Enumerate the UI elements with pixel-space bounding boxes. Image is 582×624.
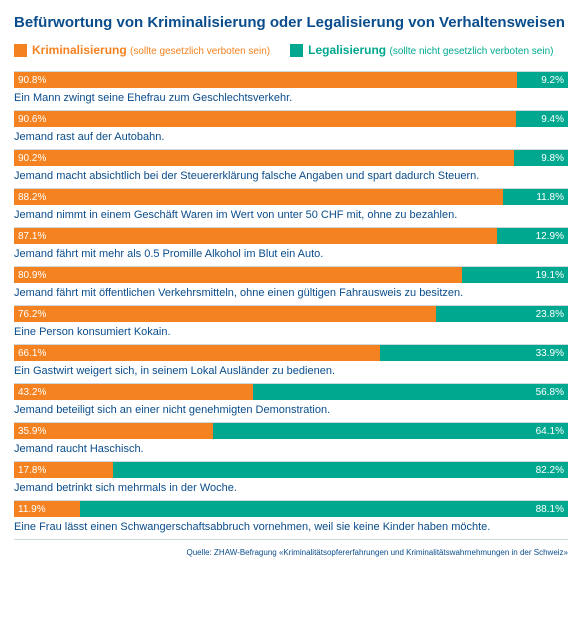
row-description: Jemand beteiligt sich an einer nicht gen… xyxy=(14,404,568,416)
bar-segment-criminal: 76.2% xyxy=(14,306,436,322)
bar-segment-criminal: 35.9% xyxy=(14,423,213,439)
chart-row: 35.9%64.1% Jemand raucht Haschisch. xyxy=(14,423,568,455)
bar-segment-legal: 9.4% xyxy=(516,111,568,127)
legend-sub-criminal: (sollte gesetzlich verboten sein) xyxy=(130,46,270,57)
bar: 35.9%64.1% xyxy=(14,423,568,439)
legend-swatch-criminal xyxy=(14,44,27,57)
chart-row: 11.9%88.1% Eine Frau lässt einen Schwange… xyxy=(14,501,568,533)
legend-label-criminal: Kriminalisierung xyxy=(32,43,127,57)
chart-row: 87.1%12.9% Jemand fährt mit mehr als 0.5 … xyxy=(14,228,568,260)
bar: 43.2%56.8% xyxy=(14,384,568,400)
chart-row: 90.8%9.2% Ein Mann zwingt seine Ehefrau z… xyxy=(14,72,568,104)
bar-segment-criminal: 90.6% xyxy=(14,111,516,127)
bar: 88.2%11.8% xyxy=(14,189,568,205)
row-description: Jemand rast auf der Autobahn. xyxy=(14,131,568,143)
legend: Kriminalisierung (sollte gesetzlich verb… xyxy=(14,43,568,57)
bar-segment-legal: 56.8% xyxy=(253,384,568,400)
bar: 87.1%12.9% xyxy=(14,228,568,244)
bar-segment-legal: 33.9% xyxy=(380,345,568,361)
chart-title: Befürwortung von Kriminalisierung oder L… xyxy=(14,14,568,31)
bar-segment-criminal: 17.8% xyxy=(14,462,113,478)
bar-segment-criminal: 88.2% xyxy=(14,189,503,205)
chart-row: 76.2%23.8% Eine Person konsumiert Kokain. xyxy=(14,306,568,338)
bar-segment-criminal: 43.2% xyxy=(14,384,253,400)
bar-segment-legal: 82.2% xyxy=(113,462,568,478)
chart-row: 90.2%9.8% Jemand macht absichtlich bei de… xyxy=(14,150,568,182)
bar: 76.2%23.8% xyxy=(14,306,568,322)
bar: 66.1%33.9% xyxy=(14,345,568,361)
chart-row: 80.9%19.1% Jemand fährt mit öffentlichen … xyxy=(14,267,568,299)
bar-segment-legal: 9.8% xyxy=(514,150,568,166)
row-description: Eine Frau lässt einen Schwangerschaftsab… xyxy=(14,521,568,533)
chart-row: 88.2%11.8% Jemand nimmt in einem Geschäft… xyxy=(14,189,568,221)
row-description: Jemand betrinkt sich mehrmals in der Woc… xyxy=(14,482,568,494)
bar-segment-criminal: 90.2% xyxy=(14,150,514,166)
bar-segment-criminal: 87.1% xyxy=(14,228,497,244)
bar-segment-legal: 23.8% xyxy=(436,306,568,322)
bar: 90.8%9.2% xyxy=(14,72,568,88)
legend-label-legal: Legalisierung xyxy=(308,43,386,57)
chart-row: 66.1%33.9% Ein Gastwirt weigert sich, in … xyxy=(14,345,568,377)
chart-row: 43.2%56.8% Jemand beteiligt sich an einer… xyxy=(14,384,568,416)
row-description: Ein Gastwirt weigert sich, in seinem Lok… xyxy=(14,365,568,377)
bar: 11.9%88.1% xyxy=(14,501,568,517)
bar-segment-legal: 11.8% xyxy=(503,189,568,205)
bar: 90.6%9.4% xyxy=(14,111,568,127)
row-description: Jemand macht absichtlich bei der Steuere… xyxy=(14,170,568,182)
bar-segment-criminal: 11.9% xyxy=(14,501,80,517)
bar-segment-legal: 12.9% xyxy=(497,228,568,244)
bar-segment-criminal: 66.1% xyxy=(14,345,380,361)
bar-segment-criminal: 80.9% xyxy=(14,267,462,283)
legend-item-criminal: Kriminalisierung (sollte gesetzlich verb… xyxy=(14,43,270,57)
row-description: Jemand raucht Haschisch. xyxy=(14,443,568,455)
legend-swatch-legal xyxy=(290,44,303,57)
bar-segment-criminal: 90.8% xyxy=(14,72,517,88)
bar-segment-legal: 88.1% xyxy=(80,501,568,517)
bar-segment-legal: 19.1% xyxy=(462,267,568,283)
row-description: Jemand nimmt in einem Geschäft Waren im … xyxy=(14,209,568,221)
bar: 80.9%19.1% xyxy=(14,267,568,283)
row-description: Jemand fährt mit öffentlichen Verkehrsmi… xyxy=(14,287,568,299)
divider xyxy=(14,539,568,540)
legend-sub-legal: (sollte nicht gesetzlich verboten sein) xyxy=(389,46,553,57)
bar-segment-legal: 64.1% xyxy=(213,423,568,439)
bar: 17.8%82.2% xyxy=(14,462,568,478)
chart-row: 17.8%82.2% Jemand betrinkt sich mehrmals … xyxy=(14,462,568,494)
row-description: Eine Person konsumiert Kokain. xyxy=(14,326,568,338)
bar-segment-legal: 9.2% xyxy=(517,72,568,88)
legend-item-legal: Legalisierung (sollte nicht gesetzlich v… xyxy=(290,43,553,57)
chart-row: 90.6%9.4% Jemand rast auf der Autobahn. xyxy=(14,111,568,143)
row-description: Ein Mann zwingt seine Ehefrau zum Geschl… xyxy=(14,92,568,104)
row-description: Jemand fährt mit mehr als 0.5 Promille A… xyxy=(14,248,568,260)
chart-rows: 90.8%9.2% Ein Mann zwingt seine Ehefrau z… xyxy=(14,72,568,540)
bar: 90.2%9.8% xyxy=(14,150,568,166)
source-text: Quelle: ZHAW-Befragung «Kriminalitätsopf… xyxy=(14,548,568,557)
